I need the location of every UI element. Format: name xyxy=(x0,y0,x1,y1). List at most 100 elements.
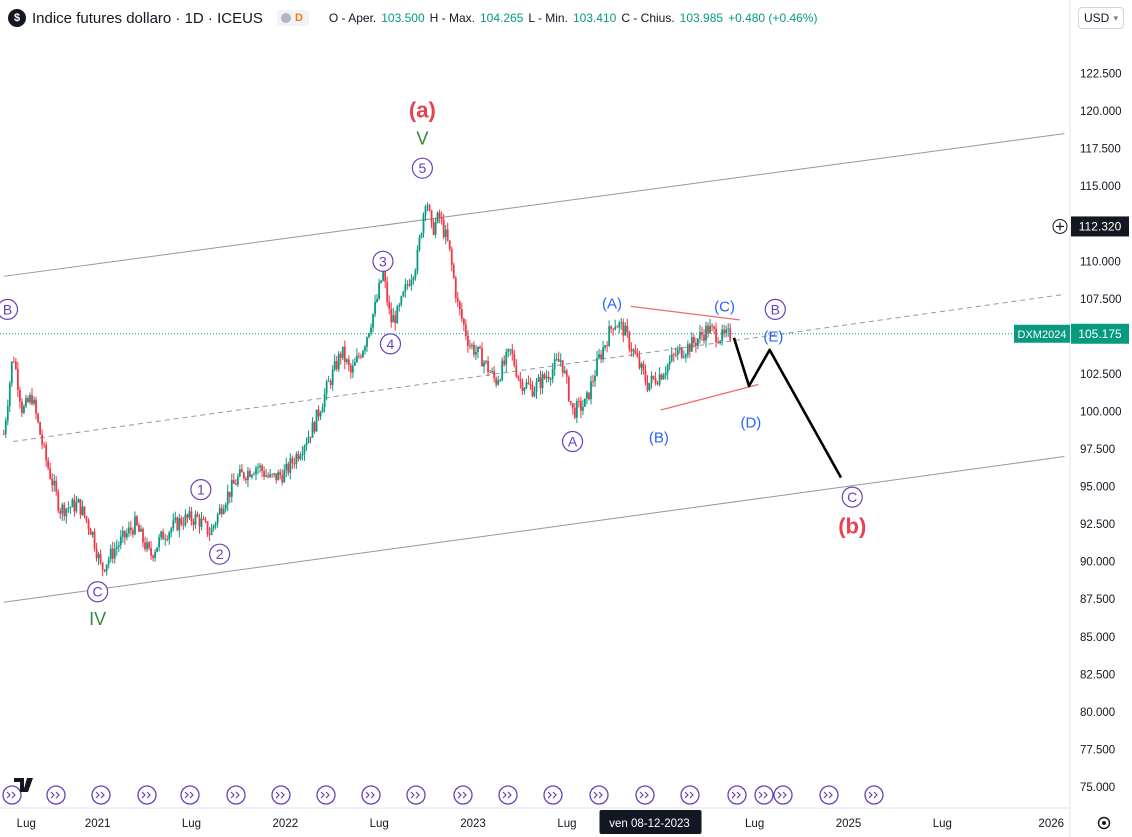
symbol-title[interactable]: Indice futures dollaro · 1D · ICEUS xyxy=(32,9,263,27)
candle-body xyxy=(521,381,524,391)
candle-body xyxy=(680,347,683,358)
chevron-right-icon xyxy=(365,791,375,799)
triangle-line-lower xyxy=(660,383,759,411)
dividend-event-icon xyxy=(2,785,22,805)
time-axis[interactable]: Lug 2021 Lug 2022 Lug 2023 Lug ven 08-12-2023 Lu… xyxy=(17,810,1064,834)
candle-body xyxy=(21,401,23,413)
candle-body xyxy=(541,374,544,389)
price-tick-label: 122.500 xyxy=(1080,69,1122,81)
candle-body xyxy=(592,381,594,383)
candle-body xyxy=(218,507,221,515)
candle-body xyxy=(577,401,580,402)
candle-body xyxy=(426,205,429,207)
candle-body xyxy=(600,354,602,360)
candle-body xyxy=(573,408,576,418)
candle-body xyxy=(168,532,171,540)
candle-body xyxy=(569,401,572,404)
candle-body xyxy=(10,361,13,384)
event-icons-row[interactable] xyxy=(2,778,884,805)
candle-body xyxy=(406,284,409,286)
dividend-event-icon xyxy=(137,785,157,805)
candle-body xyxy=(469,345,471,347)
candle-body xyxy=(162,531,165,540)
candle-body xyxy=(73,499,76,512)
candle-body xyxy=(471,344,473,347)
ohlc-close-label: C - Chius. xyxy=(621,11,675,25)
time-tick-label: 2025 xyxy=(836,818,862,830)
candle-body xyxy=(166,539,169,541)
price-tick-label: 85.000 xyxy=(1080,632,1115,644)
candle-body xyxy=(337,353,340,370)
candle-body xyxy=(495,378,498,385)
candle-body xyxy=(295,453,298,465)
candle-body xyxy=(648,383,651,391)
ohlc-close-value: 103.985 xyxy=(679,11,724,25)
candle-body xyxy=(422,214,425,234)
dividend-event-icon xyxy=(361,785,381,805)
candle-body xyxy=(501,360,504,381)
price-tick-label: 82.500 xyxy=(1080,669,1115,681)
candle-body xyxy=(236,476,239,485)
candle-body xyxy=(362,350,364,358)
candle-body xyxy=(638,356,641,368)
candle-body xyxy=(507,349,510,353)
candle-body xyxy=(693,337,695,344)
ohlc-readout: O - Aper. 103.500 H - Max. 104.265 L - Min… xyxy=(329,11,818,25)
candle-body xyxy=(283,470,286,483)
dividend-event-icon xyxy=(635,785,655,805)
candle-body xyxy=(477,346,479,353)
chevron-right-icon xyxy=(230,791,240,799)
candle-body xyxy=(654,378,657,384)
candle-body xyxy=(35,399,37,414)
crosshair-price-value: 112.320 xyxy=(1079,219,1122,233)
dividend-event-icon xyxy=(680,785,700,805)
candle-body xyxy=(584,398,586,407)
candle-body xyxy=(446,229,449,241)
wave-label: A xyxy=(568,434,578,450)
candle-body xyxy=(33,399,35,404)
time-tick-label: Lug xyxy=(745,818,764,830)
candle-body xyxy=(327,381,330,382)
candle-body xyxy=(398,304,401,307)
chevron-right-icon xyxy=(141,791,151,799)
candle-body xyxy=(622,322,625,336)
candle-body xyxy=(543,374,546,379)
wave-circle-marker xyxy=(87,581,109,603)
candle-body xyxy=(376,298,378,302)
candle-body xyxy=(473,344,475,355)
candle-body xyxy=(232,479,235,484)
candle-body xyxy=(370,327,372,334)
status-pills[interactable]: D xyxy=(276,10,309,26)
currency-selector[interactable]: USD ▾ xyxy=(1078,7,1124,29)
candle-body xyxy=(610,326,613,329)
settings-icon[interactable] xyxy=(1096,815,1112,831)
candle-body xyxy=(331,369,334,385)
candle-body xyxy=(59,510,62,514)
candle-body xyxy=(460,309,463,319)
wave-label: B xyxy=(771,301,780,317)
candle-body xyxy=(642,363,645,371)
candle-body xyxy=(699,332,701,339)
candle-body xyxy=(105,564,108,572)
candle-body xyxy=(275,473,278,481)
candle-body xyxy=(404,284,407,292)
candle-body xyxy=(545,376,548,379)
candle-body xyxy=(420,233,423,238)
time-tick-label: Lug xyxy=(17,818,36,830)
candle-body xyxy=(557,359,560,362)
wave-label: C xyxy=(93,584,103,600)
candle-body xyxy=(245,478,247,481)
candle-body xyxy=(16,368,19,390)
candle-body xyxy=(55,480,58,492)
candle-body xyxy=(138,524,140,532)
candle-body xyxy=(547,376,550,380)
market-status-dot xyxy=(280,13,291,23)
channel-line-middle xyxy=(13,293,1065,443)
candle-body xyxy=(729,328,732,341)
candle-body xyxy=(313,422,316,432)
chevron-right-icon xyxy=(184,791,194,799)
candle-body xyxy=(71,499,74,508)
candle-body xyxy=(676,349,679,355)
candle-body xyxy=(608,326,611,347)
